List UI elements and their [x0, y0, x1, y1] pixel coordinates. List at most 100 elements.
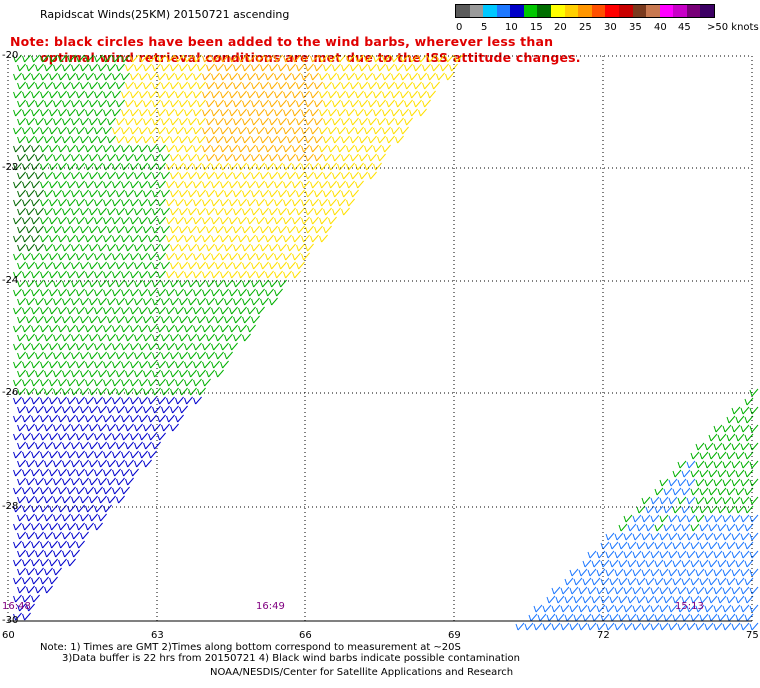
wind-barb	[22, 468, 31, 477]
wind-barb	[717, 487, 727, 496]
wind-barb	[58, 288, 67, 297]
wind-barb	[40, 576, 49, 585]
wind-barb	[103, 198, 112, 207]
wind-barb	[71, 405, 80, 414]
wind-barb	[735, 451, 745, 460]
wind-barb	[211, 342, 220, 351]
wind-barb	[193, 234, 202, 243]
wind-barb	[31, 216, 40, 225]
wind-barb	[49, 252, 58, 261]
wind-barb	[40, 432, 49, 441]
wind-barb	[713, 460, 723, 469]
wind-barb	[103, 270, 112, 279]
wind-barb	[139, 414, 148, 423]
wind-barb	[251, 243, 260, 252]
wind-barb	[238, 198, 247, 207]
wind-barb	[726, 415, 736, 424]
wind-barb	[206, 315, 215, 324]
wind-barb	[395, 117, 404, 126]
wind-barb	[749, 550, 759, 559]
wind-barb	[242, 297, 251, 306]
wind-barb	[233, 207, 242, 216]
wind-barb	[17, 441, 26, 450]
wind-barb	[211, 306, 220, 315]
wind-barb	[373, 108, 382, 117]
wind-barb	[22, 450, 31, 459]
wind-barb	[695, 478, 705, 487]
wind-barb	[161, 207, 170, 216]
wind-barb	[40, 540, 49, 549]
wind-barb	[107, 225, 116, 234]
wind-barb	[107, 117, 116, 126]
wind-barb	[337, 144, 346, 153]
wind-barb	[731, 442, 741, 451]
wind-barb	[695, 568, 705, 577]
wind-barb	[134, 279, 143, 288]
wind-barb	[596, 568, 606, 577]
wind-barb	[247, 270, 256, 279]
wind-barb	[44, 225, 53, 234]
wind-barb	[296, 225, 305, 234]
wind-barb	[17, 99, 26, 108]
wind-barb	[717, 577, 727, 586]
wind-barb	[130, 126, 139, 135]
wind-barb	[179, 369, 188, 378]
wind-barb	[256, 270, 265, 279]
wind-barb	[121, 468, 130, 477]
wind-barb	[116, 207, 125, 216]
wind-barb	[582, 613, 592, 622]
wind-barb	[152, 81, 161, 90]
wind-barb	[40, 126, 49, 135]
wind-barb	[515, 622, 525, 631]
wind-barb	[80, 441, 89, 450]
wind-barb	[13, 504, 22, 513]
wind-barb	[668, 514, 678, 523]
wind-barb	[49, 216, 58, 225]
wind-barb	[130, 234, 139, 243]
wind-barb	[166, 108, 175, 117]
wind-barb	[722, 586, 732, 595]
wind-barb	[89, 459, 98, 468]
wind-barb	[663, 613, 673, 622]
wind-barb	[229, 270, 238, 279]
wind-barb	[94, 72, 103, 81]
wind-barb	[139, 108, 148, 117]
wind-barb	[578, 568, 588, 577]
wind-barb	[80, 117, 89, 126]
wind-barb	[121, 162, 130, 171]
wind-barb	[161, 99, 170, 108]
wind-barb	[94, 378, 103, 387]
wind-barb	[413, 63, 422, 72]
wind-barb	[98, 441, 107, 450]
wind-barb	[609, 595, 619, 604]
wind-barb	[296, 171, 305, 180]
wind-barb	[121, 324, 130, 333]
wind-barb	[166, 360, 175, 369]
wind-barb	[53, 459, 62, 468]
lat-label: -24	[2, 275, 19, 286]
wind-barb	[641, 514, 651, 523]
wind-barb	[17, 207, 26, 216]
wind-barb	[53, 405, 62, 414]
wind-barb	[337, 198, 346, 207]
wind-barb	[292, 126, 301, 135]
wind-barb	[80, 315, 89, 324]
wind-barb	[112, 72, 121, 81]
wind-barb	[663, 541, 673, 550]
wind-barb	[26, 63, 35, 72]
wind-barb	[76, 288, 85, 297]
wind-barb	[98, 117, 107, 126]
wind-barb	[44, 261, 53, 270]
wind-barb	[395, 81, 404, 90]
wind-barb	[188, 315, 197, 324]
wind-barb	[121, 90, 130, 99]
wind-barb	[229, 90, 238, 99]
wind-barb	[98, 459, 107, 468]
wind-barb	[17, 135, 26, 144]
wind-barb	[305, 189, 314, 198]
wind-barb	[40, 324, 49, 333]
wind-barb	[699, 577, 709, 586]
wind-barb	[107, 135, 116, 144]
wind-barb	[269, 99, 278, 108]
wind-barb	[22, 396, 31, 405]
